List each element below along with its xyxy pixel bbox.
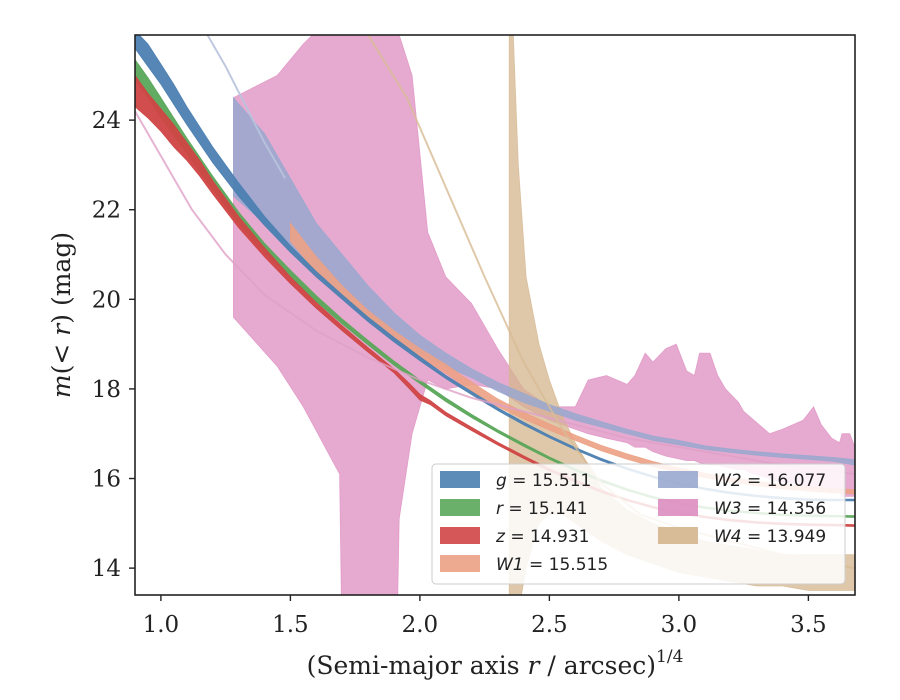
legend-item-W4: W4 = 13.949: [658, 527, 826, 547]
legend-item-z: z = 14.931: [440, 527, 589, 547]
legend-swatch-r: [440, 499, 480, 516]
legend: g = 15.511 r = 15.141 z = 14.931 W1 = 15.51…: [431, 463, 846, 585]
x-tick-label: 3.5: [790, 612, 827, 638]
y-tick-label: 14: [92, 556, 121, 582]
y-tick-label: 24: [92, 108, 121, 134]
x-tick-label: 1.0: [143, 612, 180, 638]
legend-label-W2: W2 = 16.077: [714, 471, 826, 491]
legend-label-W1: W1 = 15.515: [496, 555, 608, 575]
legend-label-r: r = 15.141: [496, 499, 588, 519]
legend-swatch-g: [440, 471, 480, 488]
legend-swatch-W2: [658, 471, 698, 488]
x-tick-label: 1.5: [272, 612, 309, 638]
legend-item-g: g = 15.511: [440, 471, 591, 491]
x-tick-label: 2.5: [531, 612, 568, 638]
x-tick-label: 3.0: [661, 612, 698, 638]
y-tick-label: 20: [92, 287, 121, 313]
series-band-r: [135, 58, 855, 518]
y-axis-label: m(< r) (mag): [47, 232, 76, 398]
legend-item-W3: W3 = 14.356: [658, 499, 826, 519]
plot-frame: [134, 34, 856, 596]
legend-swatch-W4: [658, 527, 698, 544]
legend-item-W1: W1 = 15.515: [440, 555, 608, 575]
y-tick-label: 16: [92, 467, 121, 493]
y-tick-label: 22: [92, 198, 121, 224]
x-axis: 1.0 1.5 2.0 2.5 3.0 3.5: [143, 595, 827, 638]
y-tick-label: 18: [92, 377, 121, 403]
legend-box: [431, 463, 846, 585]
legend-label-W3: W3 = 14.356: [714, 499, 826, 519]
y-axis: 14 16 18 20 22 24: [92, 108, 135, 582]
x-axis-label: (Semi-major axis r / arcsec)1/4: [307, 647, 684, 680]
series-band-g: [135, 35, 855, 502]
series-line-W3-line: [135, 110, 855, 475]
legend-label-g: g = 15.511: [496, 471, 591, 491]
series-band-z: [135, 74, 855, 527]
legend-swatch-W3: [658, 499, 698, 516]
x-tick-label: 2.0: [402, 612, 439, 638]
legend-item-r: r = 15.141: [440, 499, 588, 519]
legend-label-z: z = 14.931: [495, 527, 589, 547]
legend-swatch-z: [440, 527, 480, 544]
legend-item-W2: W2 = 16.077: [658, 471, 826, 491]
series-line-W2-line: [206, 35, 287, 179]
legend-label-W4: W4 = 13.949: [714, 527, 826, 547]
legend-swatch-W1: [440, 555, 480, 572]
